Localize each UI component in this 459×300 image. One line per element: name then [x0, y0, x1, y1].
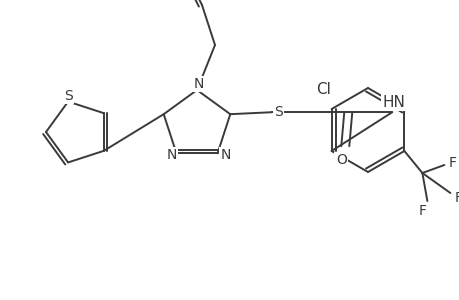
Text: F: F: [418, 204, 425, 218]
Text: HN: HN: [382, 95, 405, 110]
Text: F: F: [453, 191, 459, 205]
Text: O: O: [335, 153, 346, 167]
Text: N: N: [193, 77, 204, 91]
Text: S: S: [64, 88, 73, 103]
Text: F: F: [448, 156, 455, 170]
Text: Cl: Cl: [315, 82, 330, 97]
Text: N: N: [220, 148, 230, 162]
Text: N: N: [166, 148, 176, 162]
Text: S: S: [273, 105, 282, 119]
